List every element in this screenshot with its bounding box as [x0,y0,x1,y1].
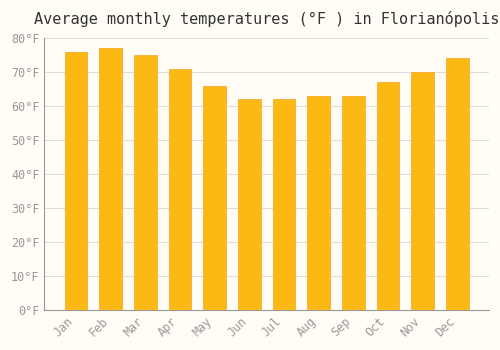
Bar [342,96,364,310]
Bar [238,99,260,310]
Bar [204,85,226,310]
Bar [64,51,87,310]
Bar [272,99,295,310]
Bar [412,72,434,310]
Bar [446,58,468,310]
Bar [134,55,156,310]
Bar [168,69,192,310]
Bar [100,48,122,310]
Bar [377,82,400,310]
Bar [308,96,330,310]
Title: Average monthly temperatures (°F ) in Florianópolis: Average monthly temperatures (°F ) in Fl… [34,11,500,27]
